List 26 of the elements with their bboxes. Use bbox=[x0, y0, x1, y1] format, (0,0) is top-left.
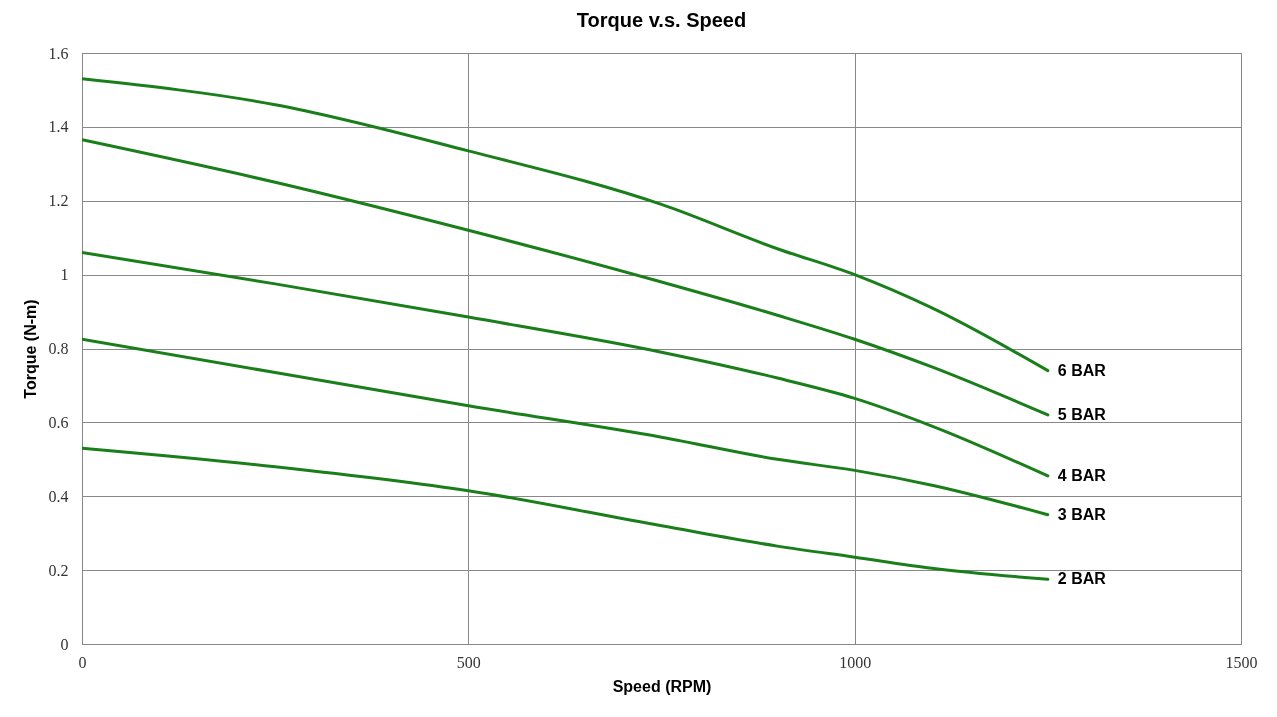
chart-title: Torque v.s. Speed bbox=[576, 9, 747, 31]
x-tick-label: 500 bbox=[456, 653, 481, 671]
line-series bbox=[82, 138, 1050, 417]
y-tick-label: 0.4 bbox=[48, 487, 69, 505]
y-tick-label: 1.6 bbox=[48, 44, 69, 62]
line-series bbox=[82, 446, 1050, 581]
y-tick-label: 0.2 bbox=[48, 561, 69, 579]
series-label: 4 BAR bbox=[1057, 466, 1107, 484]
line-series bbox=[82, 337, 1050, 517]
y-tick-label: 0.6 bbox=[48, 413, 69, 431]
line-series bbox=[82, 77, 1050, 373]
y-tick-label: 1.4 bbox=[48, 118, 69, 136]
y-tick-label: 1 bbox=[60, 266, 69, 284]
y-tick-label: 1.2 bbox=[48, 192, 69, 210]
series-label: 3 BAR bbox=[1057, 505, 1107, 523]
y-tick-label: 0.8 bbox=[48, 340, 69, 357]
series-label: 2 BAR bbox=[1057, 570, 1107, 588]
x-tick-label: 1000 bbox=[839, 653, 872, 671]
series-label: 6 BAR bbox=[1057, 361, 1107, 379]
x-tick-label: 0 bbox=[78, 653, 87, 671]
x-tick-label: 1500 bbox=[1225, 653, 1258, 671]
y-axis-title: Torque (N-m) bbox=[21, 299, 39, 399]
series-label: 5 BAR bbox=[1057, 405, 1107, 423]
y-tick-label: 0 bbox=[60, 635, 69, 653]
line-series bbox=[82, 250, 1050, 478]
x-axis-title: Speed (RPM) bbox=[612, 677, 712, 695]
